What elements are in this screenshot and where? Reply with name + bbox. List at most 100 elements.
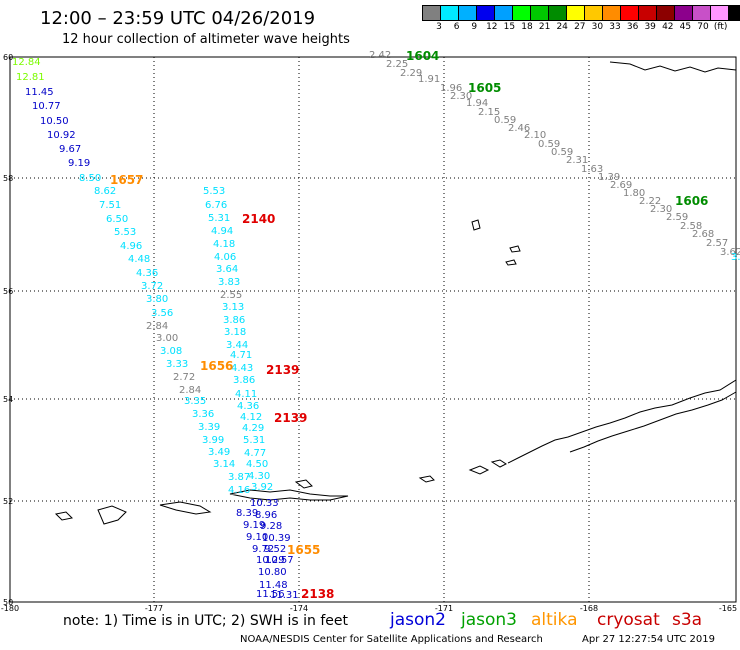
wave-height-value: 10.33 <box>250 498 279 509</box>
longitude-label: -165 <box>719 604 737 613</box>
wave-height-value: 2.25 <box>386 59 408 70</box>
map-subtitle: 12 hour collection of altimeter wave hei… <box>62 32 350 47</box>
pass-time-label: 2139 <box>274 411 307 425</box>
wave-height-value: 9.28 <box>260 521 282 532</box>
wave-height-value: 3.00 <box>156 333 178 344</box>
coast-alaska-peninsula <box>507 379 737 464</box>
pass-time-label: 2138 <box>301 587 334 601</box>
wave-height-value: 0.59 <box>494 115 516 126</box>
coast-aleutian-islands-2 <box>294 479 313 489</box>
wave-height-value: 2.15 <box>478 107 500 118</box>
coast-pribilof-1 <box>509 245 521 253</box>
wave-height-value: 1.96 <box>440 83 462 94</box>
wave-height-value: 3.92 <box>251 482 273 493</box>
wave-height-value: 10.50 <box>40 116 69 127</box>
pass-time-label: 2139 <box>266 363 299 377</box>
longitude-label: -180 <box>1 604 19 613</box>
scale-label: 9 <box>471 22 478 32</box>
coast-aleutian-west-3 <box>54 511 74 521</box>
wave-height-value: 2.46 <box>508 123 530 134</box>
wave-height-value: 9.52 <box>264 544 286 555</box>
wave-height-value: 3.18 <box>224 327 246 338</box>
footer-note: note: 1) Time is in UTC; 2) SWH is in fe… <box>63 613 349 629</box>
latitude-label: 56 <box>3 287 13 296</box>
wave-height-value: 4.43 <box>231 363 253 374</box>
wave-height-value: 2.69 <box>610 180 632 191</box>
wave-height-value: 3.86 <box>223 315 245 326</box>
wave-height-value: 4.48 <box>128 254 150 265</box>
wave-height-value: 3.64 <box>216 264 238 275</box>
wave-height-value: 4.77 <box>244 448 266 459</box>
scale-label: 36 <box>626 22 639 32</box>
wave-height-value: 2.58 <box>680 221 702 232</box>
wave-height-value: 3.5 <box>731 252 740 263</box>
wave-height-value: 5.53 <box>114 227 136 238</box>
wave-height-value: 9.72 <box>252 544 274 555</box>
wave-height-value: 3.39 <box>198 422 220 433</box>
pass-time-label: 1604 <box>406 49 439 63</box>
wave-height-value: 3.44 <box>226 340 248 351</box>
wave-height-value: 5.31 <box>208 213 230 224</box>
wave-height-value: 1.91 <box>418 74 440 85</box>
scale-label: 6 <box>453 22 460 32</box>
coast-aleutian-islands-1 <box>418 475 435 483</box>
wave-height-value: 6.50 <box>106 214 128 225</box>
coast-pribilof-2 <box>505 259 517 266</box>
wave-height-value: 4.71 <box>230 350 252 361</box>
map-title: 12:00 – 23:59 UTC 04/26/2019 <box>40 8 316 29</box>
scale-label: 24 <box>556 22 568 32</box>
wave-height-value: 3.62 <box>720 247 740 258</box>
wave-height-value: 2.30 <box>650 204 672 215</box>
longitude-label: -177 <box>145 604 163 613</box>
wave-height-value: 3.14 <box>213 459 235 470</box>
legend-jason2: jason2 <box>390 610 446 630</box>
wave-height-value: 11.31 <box>270 590 299 601</box>
wave-height-value: 8.62 <box>94 186 116 197</box>
wave-height-value: 4.50 <box>246 459 268 470</box>
wave-height-value: 2.57 <box>706 238 728 249</box>
coast-aleutian-west-1 <box>159 501 212 515</box>
wave-height-value: 10.29 <box>256 555 285 566</box>
wave-height-value: 3.72 <box>141 281 163 292</box>
wave-height-value: 2.84 <box>179 385 201 396</box>
legend-cryosat: cryosat <box>597 610 660 630</box>
wave-height-value: 2.30 <box>450 91 472 102</box>
wave-height-value: 3.49 <box>208 447 230 458</box>
wave-height-value: 2.72 <box>173 372 195 383</box>
coast-st-matthew <box>471 219 481 231</box>
wave-height-value: 9.19 <box>68 158 90 169</box>
wave-height-value: 3.83 <box>218 277 240 288</box>
wave-height-value: 4.16 <box>228 485 250 496</box>
latitude-label: 58 <box>3 174 13 183</box>
latitude-label: 54 <box>3 395 13 404</box>
wave-height-value: 4.12 <box>240 412 262 423</box>
footer-credit: NOAA/NESDIS Center for Satellite Applica… <box>240 634 543 645</box>
wave-height-value: 2.42 <box>369 50 391 61</box>
legend-jason3: jason3 <box>461 610 517 630</box>
wave-height-value: 0.59 <box>538 139 560 150</box>
pass-time-label: 1657 <box>110 173 143 187</box>
latitude-label: 52 <box>3 497 13 506</box>
wave-height-value: 10.39 <box>262 533 291 544</box>
wave-height-value: 2.68 <box>692 229 714 240</box>
wave-height-value: 1.94 <box>466 98 488 109</box>
wave-height-value: 2.29 <box>400 68 422 79</box>
scale-label: 15 <box>503 22 516 32</box>
wave-height-value: 1.63 <box>581 164 603 175</box>
pass-time-label: 1656 <box>200 359 233 373</box>
wave-height-value: 8.50 <box>79 173 101 184</box>
wave-height-value: 4.29 <box>242 423 264 434</box>
wave-height-value: 4.30 <box>248 471 270 482</box>
pass-time-label: 2140 <box>242 212 275 226</box>
wave-height-value: 10.80 <box>258 567 287 578</box>
scale-label: 3 <box>436 22 442 32</box>
wave-height-value: 10.57 <box>265 555 294 566</box>
scale-label: 27 <box>574 22 586 32</box>
scale-label: 12 <box>486 22 498 32</box>
longitude-label: -168 <box>580 604 598 613</box>
scale-label: 42 <box>662 22 674 32</box>
wave-height-value: 3.86 <box>233 375 255 386</box>
wave-height-value: 11.56 <box>256 589 285 600</box>
scale-label: 21 <box>538 22 551 32</box>
